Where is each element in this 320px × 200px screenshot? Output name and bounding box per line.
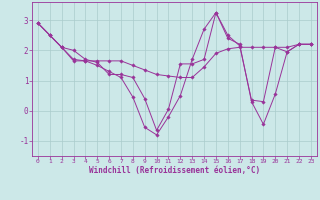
X-axis label: Windchill (Refroidissement éolien,°C): Windchill (Refroidissement éolien,°C) bbox=[89, 166, 260, 175]
